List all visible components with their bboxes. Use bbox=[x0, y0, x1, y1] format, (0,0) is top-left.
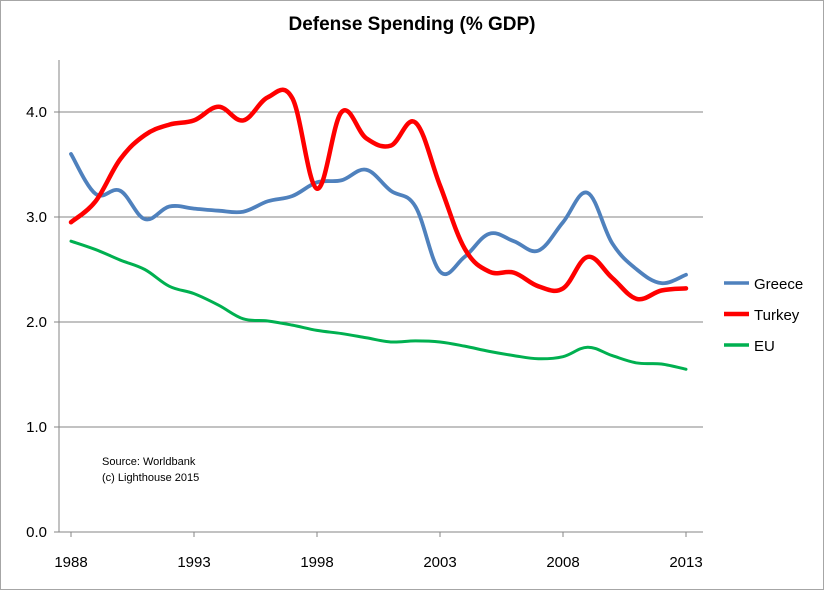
x-tick-label: 2008 bbox=[546, 554, 579, 571]
legend-label-turkey: Turkey bbox=[754, 307, 800, 324]
y-tick-label: 2.0 bbox=[26, 314, 47, 331]
x-tick-label: 2003 bbox=[423, 554, 456, 571]
x-tick-label: 1988 bbox=[54, 554, 87, 571]
legend-label-greece: Greece bbox=[754, 276, 803, 293]
legend-label-eu: EU bbox=[754, 338, 775, 355]
y-tick-label: 4.0 bbox=[26, 104, 47, 121]
y-tick-label: 3.0 bbox=[26, 209, 47, 226]
series-line-turkey bbox=[68, 87, 689, 302]
source-note: Source: Worldbank bbox=[102, 456, 196, 468]
series-line-eu bbox=[69, 239, 688, 371]
series-line-greece bbox=[69, 152, 688, 286]
x-tick-label: 1998 bbox=[300, 554, 333, 571]
x-tick-label: 1993 bbox=[177, 554, 210, 571]
chart-title: Defense Spending (% GDP) bbox=[288, 14, 536, 35]
y-tick-label: 0.0 bbox=[26, 524, 47, 541]
y-tick-label: 1.0 bbox=[26, 419, 47, 436]
x-tick-label: 2013 bbox=[669, 554, 702, 571]
source-note: (c) Lighthouse 2015 bbox=[102, 472, 199, 484]
